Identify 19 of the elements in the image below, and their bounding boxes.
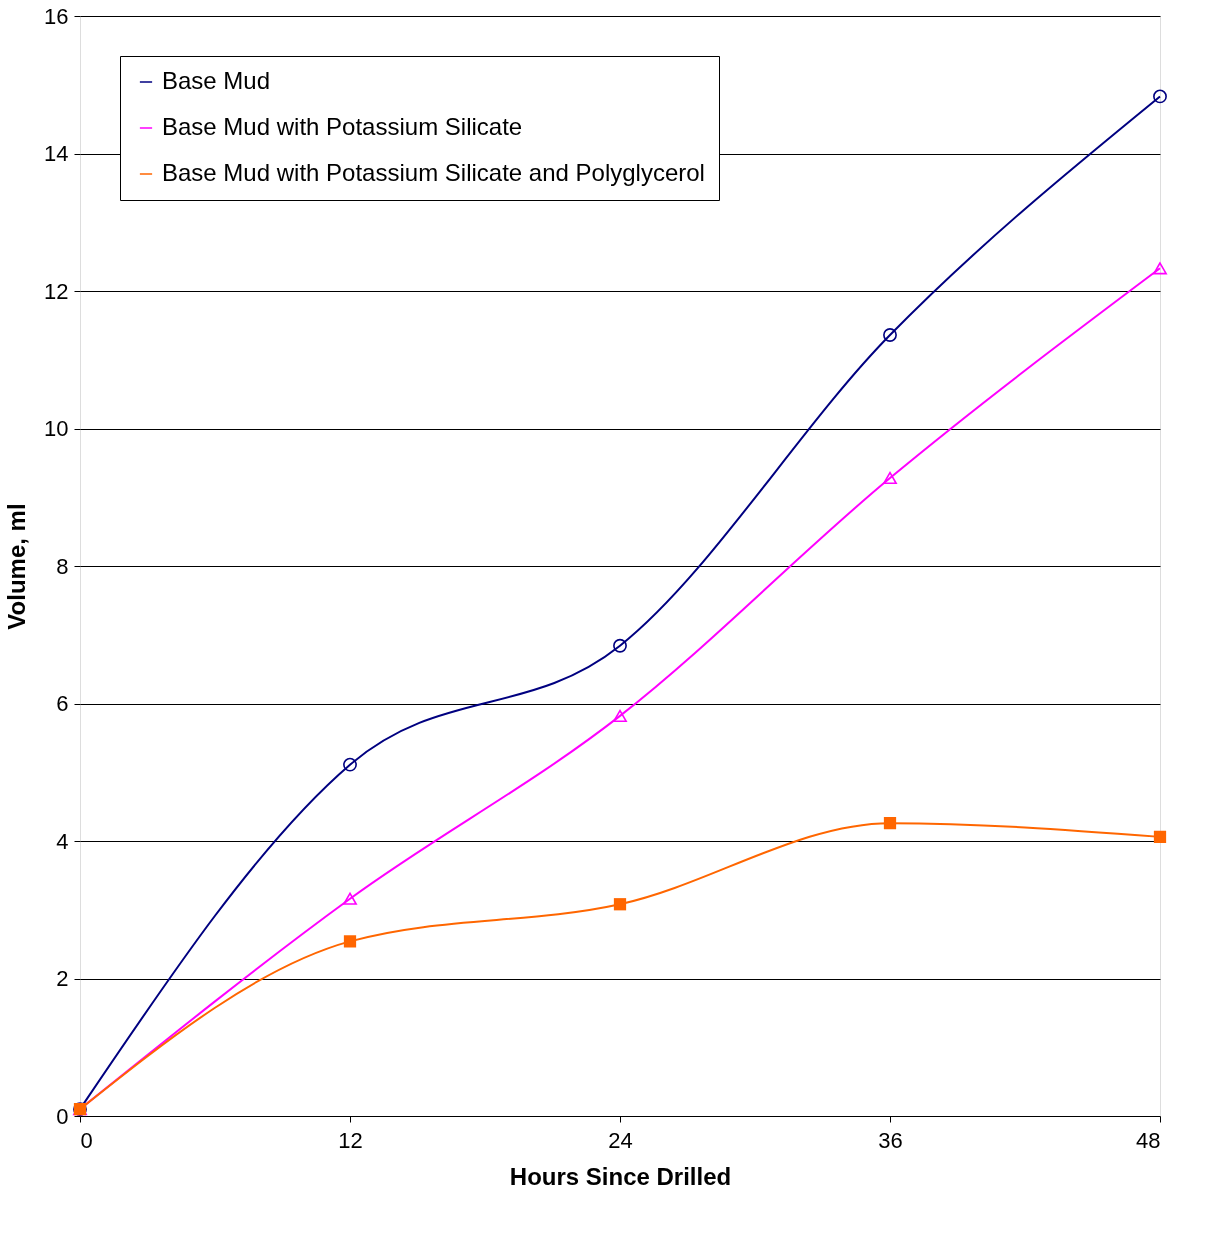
y-tick-label: 10 — [44, 416, 69, 441]
y-tick-label: 8 — [56, 553, 69, 579]
y-tick-label: 12 — [44, 278, 69, 304]
y-tick-label: 0 — [56, 1103, 69, 1129]
y-tick-label: 4 — [56, 828, 69, 854]
x-tick-label: 36 — [878, 1127, 903, 1153]
y-tick-label: 6 — [56, 691, 69, 716]
x-tick-label: 24 — [608, 1127, 633, 1153]
legend-label: Base Mud — [162, 67, 271, 94]
legend-label: Base Mud with Potassium Silicate — [162, 113, 523, 140]
x-tick-label: 12 — [338, 1127, 363, 1153]
y-tick-label: 16 — [44, 3, 69, 29]
y-axis-title: Volume, ml — [3, 503, 31, 630]
x-tick-label: 48 — [1136, 1127, 1161, 1153]
x-tick-label: 0 — [80, 1127, 93, 1153]
legend-label: Base Mud with Potassium Silicate and Polyglycerol — [162, 159, 705, 186]
y-tick-label: 14 — [44, 141, 69, 166]
y-tick-label: 2 — [56, 966, 69, 991]
x-axis-title: Hours Since Drilled — [509, 1162, 732, 1190]
